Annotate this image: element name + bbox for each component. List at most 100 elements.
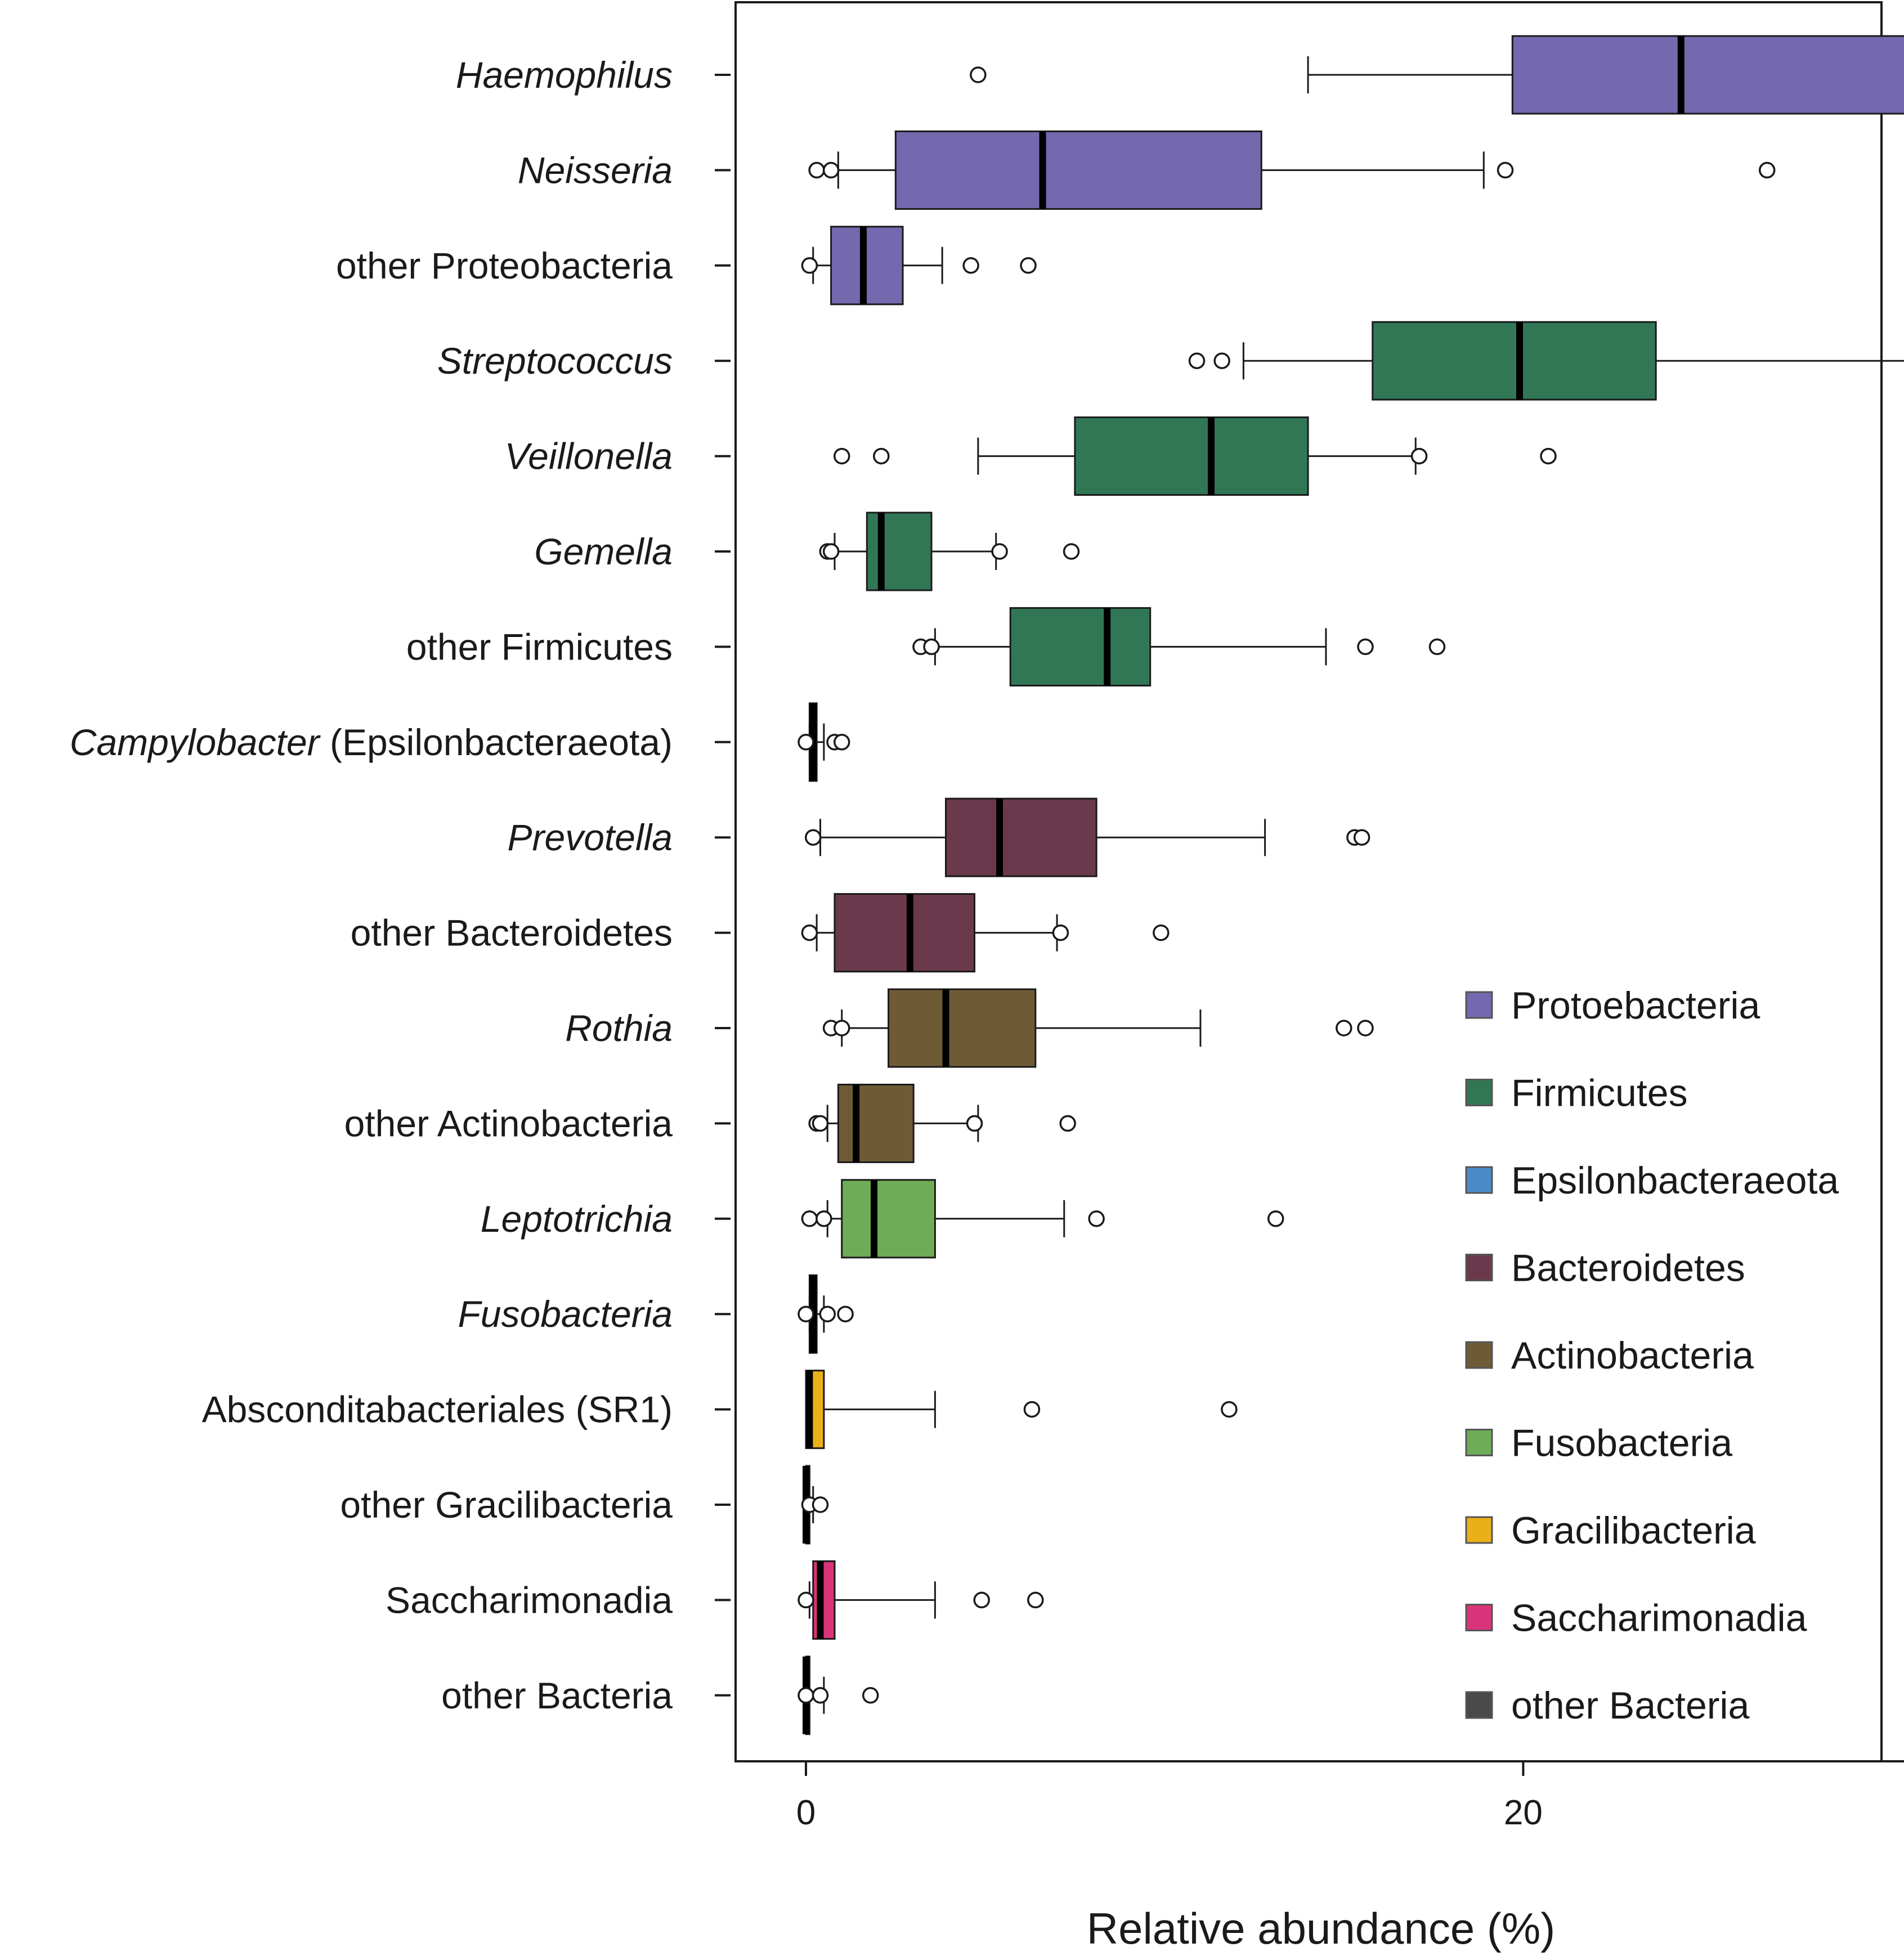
category-label-haemophilus: Haemophilus xyxy=(456,54,673,96)
legend-label-other-bacteria: other Bacteria xyxy=(1511,1684,1750,1727)
box-absconditabacteriales-sr1 xyxy=(715,1370,1238,1450)
iqr-box-other-proteobacteria xyxy=(830,226,904,306)
legend-swatch-protoebacteria xyxy=(1465,991,1493,1019)
category-name-absconditabacteriales-sr1: Absconditabacteriales (SR1) xyxy=(202,1389,673,1430)
outlier-other-proteobacteria-2 xyxy=(962,257,979,274)
box-gemella xyxy=(715,512,1080,591)
outlier-other-bacteroidetes-2 xyxy=(1052,924,1069,941)
outlier-other-firmicutes-3 xyxy=(1357,638,1374,656)
category-label-leptotrichia: Leptotrichia xyxy=(481,1198,673,1240)
outlier-other-bacteria-2 xyxy=(812,1687,829,1704)
outlier-veillonella-1 xyxy=(833,447,850,465)
outlier-other-bacteria-3 xyxy=(862,1687,879,1704)
box-streptococcus xyxy=(715,321,1904,401)
legend-label-saccharimonadia: Saccharimonadia xyxy=(1511,1597,1807,1640)
box-groups xyxy=(715,35,1904,1735)
legend-swatch-other-bacteria xyxy=(1465,1691,1493,1719)
category-name-other-bacteroidetes: other Bacteroidetes xyxy=(351,912,673,954)
category-labels: Haemophilus Neisseria other Proteobacteria… xyxy=(70,54,673,1716)
outlier-streptococcus-2 xyxy=(1213,352,1230,369)
outlier-gemella-4 xyxy=(1063,543,1080,560)
legend-swatch-firmicutes xyxy=(1465,1079,1493,1106)
outlier-other-actinobacteria-4 xyxy=(1059,1115,1076,1132)
category-label-gemella: Gemella xyxy=(534,531,673,572)
category-suffix-campylobacter: (Epsilonbacteraeota) xyxy=(320,721,673,763)
category-name-rothia: Rothia xyxy=(565,1007,673,1049)
outlier-prevotella-1 xyxy=(804,829,822,846)
category-label-campylobacter: Campylobacter (Epsilonbacteraeota) xyxy=(70,721,673,763)
outlier-campylobacter-1 xyxy=(798,734,814,751)
category-name-saccharimonadia: Saccharimonadia xyxy=(386,1579,673,1621)
outlier-other-bacteroidetes-3 xyxy=(1153,924,1170,941)
category-label-streptococcus: Streptococcus xyxy=(437,340,673,382)
category-label-rothia: Rothia xyxy=(565,1007,673,1049)
legend-label-protoebacteria: Protoebacteria xyxy=(1511,984,1760,1027)
outlier-rothia-3 xyxy=(1336,1020,1352,1037)
legend-swatch-gracilibacteria xyxy=(1465,1516,1493,1544)
box-saccharimonadia xyxy=(715,1560,1044,1640)
box-neisseria xyxy=(715,130,1776,210)
outlier-absconditabacteriales-sr1-1 xyxy=(1023,1401,1041,1418)
outlier-leptotrichia-3 xyxy=(1088,1210,1105,1227)
category-name-haemophilus: Haemophilus xyxy=(456,54,673,96)
legend-label-bacteroidetes: Bacteroidetes xyxy=(1511,1247,1745,1290)
x-axis-title: Relative abundance (%) xyxy=(1087,1904,1555,1953)
category-label-fusobacteria: Fusobacteria xyxy=(458,1293,673,1335)
outlier-fusobacteria-3 xyxy=(837,1306,854,1322)
category-label-prevotella: Prevotella xyxy=(508,817,673,858)
legend: Protoebacteria Firmicutes Epsilonbacteraeo… xyxy=(1465,984,1839,1727)
category-label-saccharimonadia: Saccharimonadia xyxy=(386,1579,673,1621)
outlier-leptotrichia-2 xyxy=(816,1210,832,1227)
category-label-other-gracilibacteria: other Gracilibacteria xyxy=(340,1484,673,1526)
iqr-box-other-bacteroidetes xyxy=(834,893,975,973)
outlier-saccharimonadia-1 xyxy=(798,1591,814,1609)
outlier-neisseria-3 xyxy=(1497,161,1514,179)
category-label-neisseria: Neisseria xyxy=(518,149,673,191)
x-axis: 0204060 xyxy=(796,1760,1904,1832)
legend-label-actinobacteria: Actinobacteria xyxy=(1511,1334,1754,1377)
box-haemophilus xyxy=(715,35,1904,115)
outlier-streptococcus-1 xyxy=(1188,352,1206,369)
x-tick-label-20: 20 xyxy=(1504,1793,1543,1832)
legend-swatch-epsilonbacteraeota xyxy=(1465,1166,1493,1194)
category-name-streptococcus: Streptococcus xyxy=(437,340,673,382)
iqr-box-other-actinobacteria xyxy=(837,1083,915,1163)
legend-swatch-bacteroidetes xyxy=(1465,1254,1493,1281)
outlier-leptotrichia-1 xyxy=(801,1210,818,1227)
legend-label-gracilibacteria: Gracilibacteria xyxy=(1511,1509,1756,1552)
iqr-box-gemella xyxy=(866,512,933,591)
outlier-absconditabacteriales-sr1-2 xyxy=(1221,1401,1238,1418)
iqr-box-prevotella xyxy=(945,797,1097,877)
outlier-saccharimonadia-3 xyxy=(1027,1591,1044,1609)
iqr-box-streptococcus xyxy=(1372,321,1657,401)
box-other-proteobacteria xyxy=(715,226,1037,306)
category-label-other-bacteroidetes: other Bacteroidetes xyxy=(351,912,673,954)
outlier-gemella-2 xyxy=(822,543,840,560)
box-veillonella xyxy=(715,416,1557,496)
legend-label-epsilonbacteraeota: Epsilonbacteraeota xyxy=(1511,1159,1839,1202)
category-name-other-actinobacteria: other Actinobacteria xyxy=(344,1102,673,1144)
legend-label-fusobacteria: Fusobacteria xyxy=(1511,1422,1732,1465)
outlier-campylobacter-3 xyxy=(833,734,850,751)
box-other-firmicutes xyxy=(715,607,1446,687)
outlier-haemophilus-1 xyxy=(970,66,987,83)
outlier-gemella-3 xyxy=(991,543,1008,560)
outlier-fusobacteria-2 xyxy=(819,1306,836,1322)
category-label-other-actinobacteria: other Actinobacteria xyxy=(344,1102,673,1144)
category-name-veillonella: Veillonella xyxy=(505,436,673,477)
iqr-box-other-firmicutes xyxy=(1009,607,1152,687)
outlier-rothia-4 xyxy=(1357,1020,1374,1037)
legend-swatch-saccharimonadia xyxy=(1465,1604,1493,1631)
iqr-box-rothia xyxy=(888,988,1037,1068)
outlier-other-firmicutes-2 xyxy=(923,638,940,656)
category-label-other-firmicutes: other Firmicutes xyxy=(406,626,673,667)
outlier-other-actinobacteria-3 xyxy=(966,1115,983,1132)
category-name-other-bacteria: other Bacteria xyxy=(441,1675,673,1716)
outlier-other-proteobacteria-3 xyxy=(1020,257,1037,274)
category-label-other-bacteria: other Bacteria xyxy=(441,1675,673,1716)
outlier-other-actinobacteria-2 xyxy=(812,1115,829,1132)
category-name-other-firmicutes: other Firmicutes xyxy=(406,626,673,667)
outlier-fusobacteria-1 xyxy=(798,1306,814,1322)
category-name-fusobacteria: Fusobacteria xyxy=(458,1293,673,1335)
category-name-other-proteobacteria: other Proteobacteria xyxy=(336,245,673,286)
